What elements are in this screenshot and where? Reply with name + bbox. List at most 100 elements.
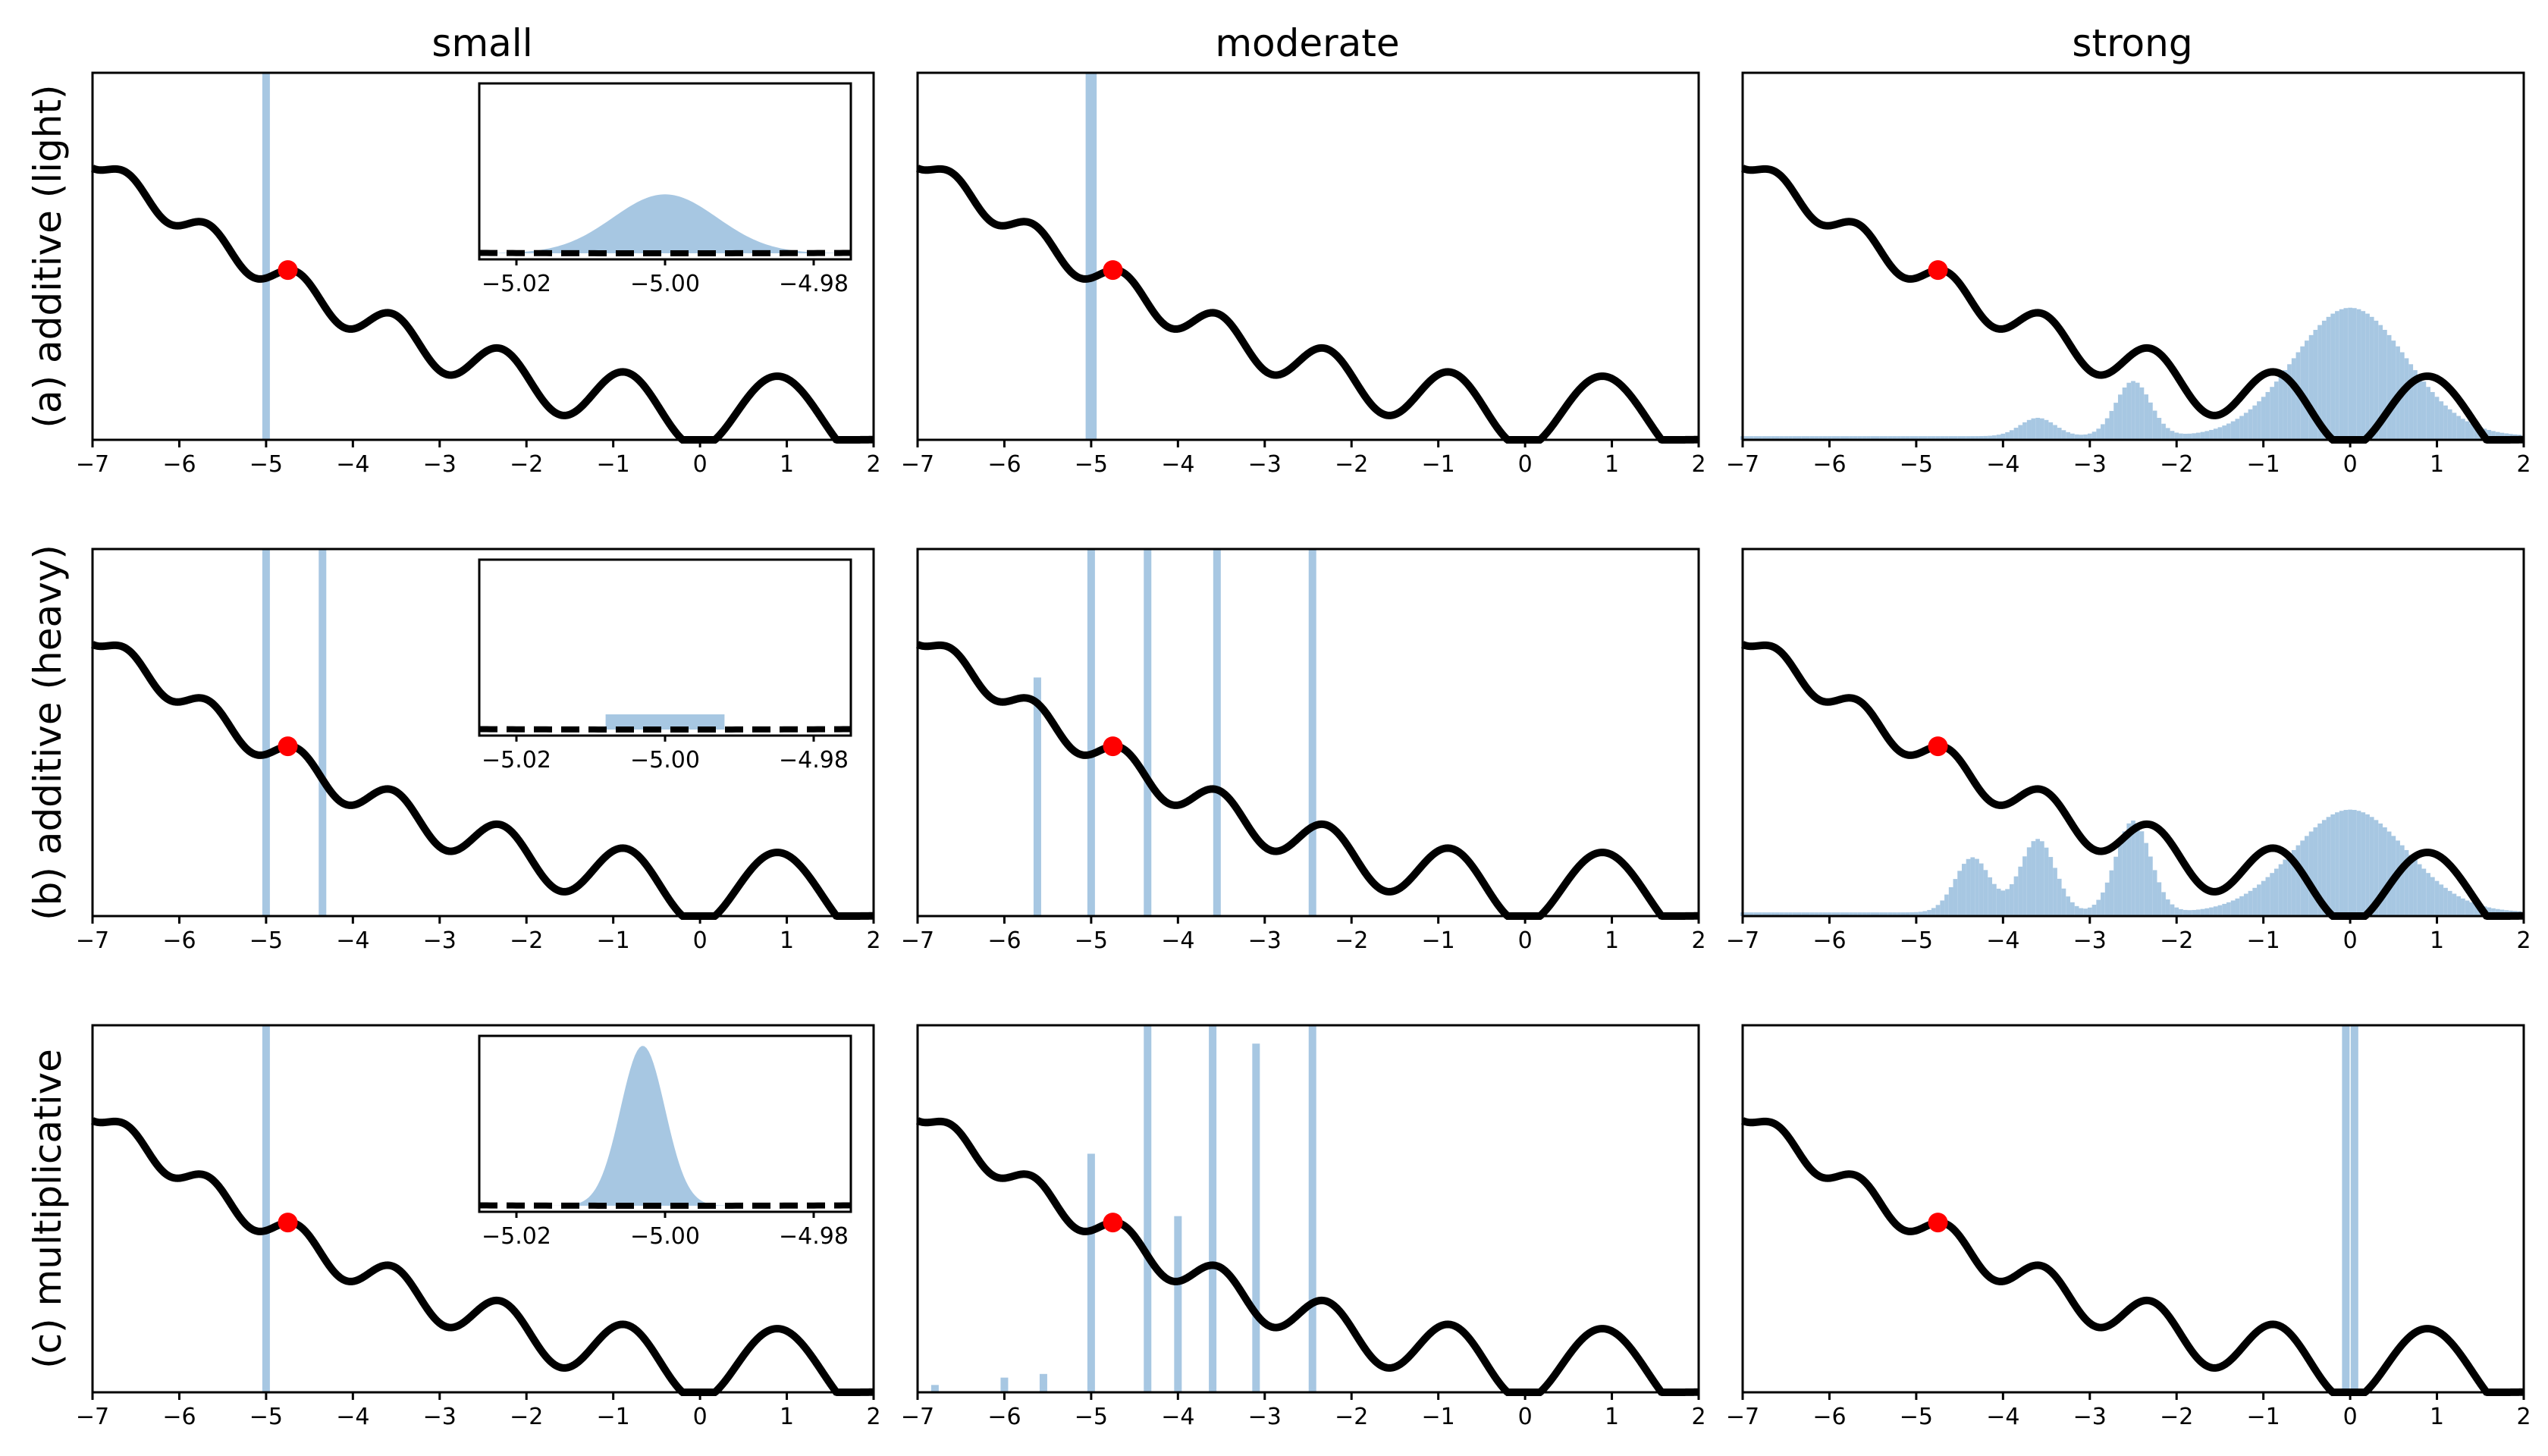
start-point <box>278 736 298 757</box>
x-tick-label--1: −1 <box>1422 1404 1455 1430</box>
histogram-bar-92 <box>2139 387 2145 440</box>
histogram-bar-124 <box>2278 864 2283 916</box>
histogram-bar-31 <box>1875 436 1880 440</box>
histogram-bar-0 <box>2342 1025 2350 1392</box>
histogram-bar-115 <box>2239 416 2244 440</box>
x-tick-label--1: −1 <box>597 451 630 478</box>
histogram-bar-72 <box>2053 425 2057 440</box>
histogram-bar-125 <box>2283 370 2288 440</box>
x-axis: −7 −6 −5 −4 −3 −2 −1 0 1 2 <box>901 916 1706 954</box>
histogram-bar-121 <box>2265 877 2270 916</box>
x-tick-label-1: 1 <box>1605 1404 1619 1430</box>
histogram-bar-146 <box>2374 320 2379 440</box>
histogram-bar-160 <box>2434 397 2440 440</box>
histogram-bar-110 <box>2217 905 2223 916</box>
histogram-bar-145 <box>2369 316 2374 440</box>
inset: −5.02 −5.00 −4.98 <box>478 558 852 774</box>
x-tick-label-1: 1 <box>2430 451 2444 478</box>
histogram-bar-128 <box>2295 845 2301 916</box>
histogram-bar-118 <box>2252 887 2258 916</box>
x-tick-label-0: 0 <box>693 1404 708 1430</box>
histogram-bar-1 <box>1000 1377 1009 1392</box>
axes-frame <box>91 71 875 441</box>
histogram-bar-59 <box>1996 888 2001 916</box>
histogram-bar-44 <box>1931 908 1936 916</box>
histogram-bar-40 <box>1914 912 1919 916</box>
histogram-bar-140 <box>2348 809 2352 916</box>
histogram-bar-43 <box>1927 909 1931 916</box>
x-tick-label--4: −4 <box>336 1404 369 1430</box>
histogram-bar-110 <box>2217 427 2223 440</box>
histogram-bar-5 <box>1762 912 1767 916</box>
histogram-bar-57 <box>1988 877 1993 916</box>
histogram-bar-167 <box>2465 900 2470 916</box>
histogram-bar-24 <box>1844 436 1850 440</box>
histogram-bar-97 <box>2161 892 2166 916</box>
histogram-bar-51 <box>1961 864 1966 916</box>
histogram-bar-88 <box>2122 831 2127 916</box>
histogram-bar-17 <box>1814 912 1819 916</box>
histogram-bar-6 <box>1766 436 1771 440</box>
histogram-bar-8 <box>1774 912 1780 916</box>
histogram-bar-108 <box>2209 907 2214 916</box>
histogram-bar-48 <box>1948 436 1953 440</box>
histogram-bar-143 <box>2361 812 2366 916</box>
inset-x-tick-label--5: −5.00 <box>630 747 700 774</box>
x-tick-label--5: −5 <box>249 1404 283 1430</box>
x-tick-label-2: 2 <box>1691 927 1705 954</box>
row-label-b: (b) additive (heavy) <box>26 544 70 921</box>
histogram-bar-164 <box>2452 413 2457 440</box>
inset-histogram <box>605 714 725 730</box>
x-tick-label--6: −6 <box>987 451 1021 478</box>
histogram-bar-45 <box>1935 905 1941 916</box>
histogram-bar-95 <box>2152 410 2157 440</box>
histogram-bar-38 <box>1905 912 1910 916</box>
histogram-bar-133 <box>2317 823 2322 916</box>
panel-1-1: −7 −6 −5 −4 −3 −2 −1 0 1 2 <box>901 548 1706 954</box>
histogram-bar-172 <box>2487 907 2492 916</box>
x-tick-label--5: −5 <box>1075 451 1108 478</box>
histogram-bar-86 <box>2113 403 2118 440</box>
histogram-bar-82 <box>2096 428 2101 440</box>
x-tick-label--7: −7 <box>1726 451 1759 478</box>
histogram-bar-13 <box>1796 436 1802 440</box>
histogram-bar-115 <box>2239 896 2244 916</box>
histogram-bar-35 <box>1892 436 1897 440</box>
x-tick-label--7: −7 <box>901 927 934 954</box>
histogram <box>2342 1025 2358 1392</box>
histogram-bar-36 <box>1897 436 1901 440</box>
potential-curve <box>90 1117 874 1396</box>
histogram-bar-68 <box>2035 839 2040 916</box>
histogram-bar-27 <box>1857 436 1862 440</box>
histogram-bar-5 <box>1762 436 1767 440</box>
histogram-bar-81 <box>2091 431 2097 440</box>
histogram-bar-1 <box>1087 549 1095 916</box>
potential-curve <box>91 641 874 920</box>
histogram-bar-15 <box>1805 436 1810 440</box>
x-tick-label-0: 0 <box>2343 451 2358 478</box>
inset: −5.02 −5.00 −4.98 <box>478 1034 852 1250</box>
histogram-bar-98 <box>2165 899 2170 916</box>
potential-curve <box>915 1117 1699 1396</box>
histogram-bar-36 <box>1897 912 1901 916</box>
histogram-bar-15 <box>1805 912 1810 916</box>
histogram-bar-134 <box>2321 820 2327 916</box>
histogram <box>1085 73 1097 440</box>
histogram-bar-2 <box>1039 1373 1047 1392</box>
histogram-bar-117 <box>2248 890 2253 916</box>
x-tick-label--1: −1 <box>1422 451 1455 478</box>
x-tick-label--3: −3 <box>1248 1404 1282 1430</box>
histogram-bar-114 <box>2235 419 2240 440</box>
histogram-bar-42 <box>1922 436 1928 440</box>
histogram-bar-143 <box>2361 311 2366 440</box>
histogram-bar-58 <box>1992 883 1997 916</box>
x-tick-label--1: −1 <box>597 927 630 954</box>
histogram-bar-67 <box>2031 841 2036 916</box>
histogram-bar-88 <box>2122 388 2127 440</box>
histogram-bar-29 <box>1866 912 1871 916</box>
histogram-bar-165 <box>2456 416 2462 440</box>
panel-2-2: −7 −6 −5 −4 −3 −2 −1 0 1 2 <box>1726 1024 2531 1430</box>
histogram-bar-139 <box>2343 810 2349 916</box>
histogram-bar-63 <box>2013 428 2019 440</box>
inset-x-tick-label--5: −5.00 <box>630 271 700 297</box>
